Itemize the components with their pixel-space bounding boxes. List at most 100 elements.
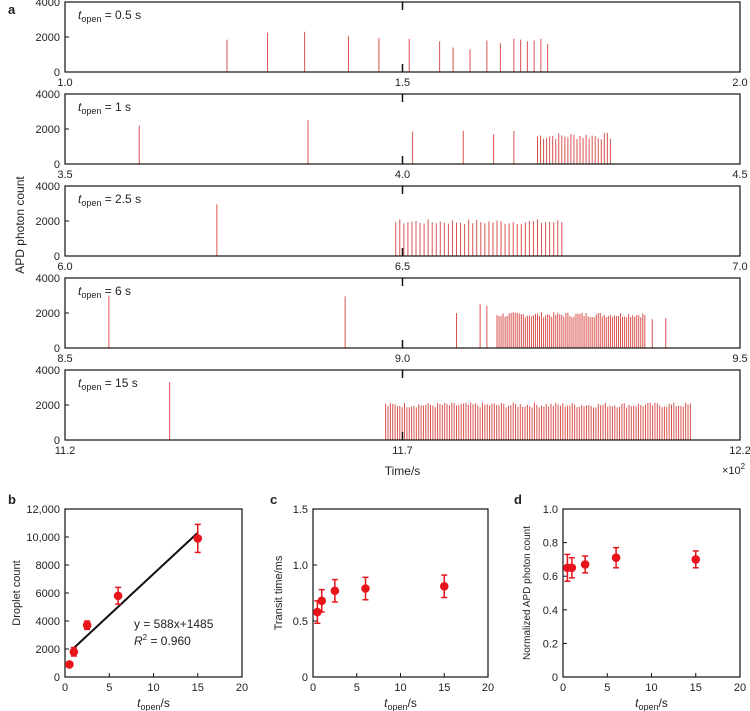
y-tick-label: 4000 xyxy=(36,273,60,285)
marker xyxy=(330,586,340,596)
panel-c: c 0 0.5 1.0 1.5 0 5 10 15 20 Transit time/ms topen/… xyxy=(270,492,494,711)
x-tick-label: 8.5 xyxy=(57,353,72,365)
x-axis-label: topen/s xyxy=(635,696,668,711)
plot-frame xyxy=(64,508,243,678)
plot-frame xyxy=(562,508,741,678)
y-tick-label: 1.0 xyxy=(543,504,558,516)
x-tick-label: 7.0 xyxy=(732,261,747,273)
y-tick-label: 4000 xyxy=(36,365,60,377)
x-tick-label: 5 xyxy=(604,682,610,694)
y-tick-label: 8000 xyxy=(36,560,60,572)
y-tick-label: 1.5 xyxy=(293,504,308,516)
spikes xyxy=(226,31,549,72)
y-tick-label: 1.0 xyxy=(293,560,308,572)
y-tick-label: 2000 xyxy=(36,216,60,228)
y-tick-label: 2000 xyxy=(36,32,60,44)
spikes xyxy=(138,120,611,164)
y-tick-label: 0.4 xyxy=(543,605,558,617)
marker xyxy=(113,591,123,601)
spikes xyxy=(169,382,691,440)
marker xyxy=(82,620,92,630)
marker xyxy=(567,563,577,573)
x-tick-label: 2.0 xyxy=(732,77,747,89)
x-tick-label: 9.0 xyxy=(395,353,410,365)
marker xyxy=(439,581,449,591)
y-tick-label: 0 xyxy=(54,672,60,684)
panel-label-a: a xyxy=(8,2,16,17)
y-tick-label: 2000 xyxy=(36,124,60,136)
y-tick-label: 0 xyxy=(54,343,60,355)
x-axis-label: topen/s xyxy=(137,696,170,711)
x-tick-label: 20 xyxy=(734,682,746,694)
y-axis-label: APD photon count xyxy=(13,176,27,274)
data-point xyxy=(82,620,92,631)
panel-label-b: b xyxy=(8,492,16,507)
data-point xyxy=(113,586,123,605)
subplot-frame xyxy=(64,93,741,165)
x-tick-label: 15 xyxy=(690,682,702,694)
x-axis-label: Time/s xyxy=(385,464,421,478)
spikes xyxy=(216,204,563,256)
x-tick-label: 5 xyxy=(106,682,112,694)
y-tick-label: 0.5 xyxy=(293,616,308,628)
y-tick-label: 0 xyxy=(54,435,60,447)
x-multiplier: ×102 xyxy=(722,462,746,477)
subplot-label: topen = 0.5 s xyxy=(78,8,141,24)
x-tick-label: 9.5 xyxy=(732,353,747,365)
subplot-1: 0 2000 4000 1.0 1.5 2.0 topen = 0.5 s xyxy=(36,0,748,89)
x-tick-label: 6.0 xyxy=(57,261,72,273)
marker xyxy=(361,584,370,593)
panel-label-c: c xyxy=(270,492,277,507)
y-tick-label: 0 xyxy=(54,67,60,79)
x-tick-label: 10 xyxy=(147,682,159,694)
fit-equation: y = 588x+1485 xyxy=(134,617,214,631)
subplot-3: 0 2000 4000 6.0 6.5 7.0 topen = 2.5 s xyxy=(36,181,748,273)
x-tick-label: 10 xyxy=(645,682,657,694)
fit-line xyxy=(73,531,199,649)
x-tick-label: 20 xyxy=(482,682,494,694)
y-tick-label: 0 xyxy=(302,672,308,684)
y-tick-label: 0 xyxy=(552,672,558,684)
data-point xyxy=(65,660,74,669)
x-tick-label: 15 xyxy=(438,682,450,694)
y-tick-label: 2000 xyxy=(36,400,60,412)
marker xyxy=(580,560,590,569)
x-tick-label: 11.2 xyxy=(55,445,76,457)
y-tick-label: 0 xyxy=(54,159,60,171)
x-tick-label: 6.5 xyxy=(395,261,410,273)
fit-r-squared: R2 = 0.960 xyxy=(134,633,191,648)
y-tick-label: 12,000 xyxy=(26,504,60,516)
data-point xyxy=(580,555,590,574)
panel-d: d 0 0.2 0.4 0.6 0.8 1.0 0 5 10 15 20 Normalized APD … xyxy=(514,492,746,711)
x-tick-label: 12.2 xyxy=(729,445,750,457)
subplot-label: topen = 15 s xyxy=(78,376,138,392)
y-tick-label: 4000 xyxy=(36,0,60,9)
y-tick-label: 2000 xyxy=(36,644,60,656)
y-axis-label: Transit time/ms xyxy=(273,555,285,630)
marker xyxy=(691,555,701,564)
subplot-frame xyxy=(64,1,741,73)
data-point xyxy=(313,600,322,624)
panel-b: b 0 2000 4000 6000 8000 10,000 12,000 0 5 10 15 20 Dr… xyxy=(8,492,248,711)
x-tick-label: 0 xyxy=(560,682,566,694)
x-tick-label: 10 xyxy=(394,682,406,694)
x-tick-label: 4.0 xyxy=(395,169,410,181)
x-tick-label: 0 xyxy=(62,682,68,694)
y-tick-label: 4000 xyxy=(36,89,60,101)
data-point xyxy=(361,576,370,601)
data-point xyxy=(330,578,340,603)
x-tick-label: 4.5 xyxy=(732,169,747,181)
marker xyxy=(317,596,327,606)
subplot-5: 0 2000 4000 11.2 11.7 12.2 topen = 15 s xyxy=(36,365,750,457)
y-tick-label: 0 xyxy=(54,251,60,263)
spikes xyxy=(108,295,667,348)
x-tick-label: 5 xyxy=(354,682,360,694)
plot-frame xyxy=(312,508,489,678)
y-tick-label: 0.8 xyxy=(543,538,558,550)
x-tick-label: 20 xyxy=(236,682,248,694)
marker xyxy=(65,660,74,669)
marker xyxy=(611,553,621,563)
y-tick-label: 10,000 xyxy=(26,532,60,544)
